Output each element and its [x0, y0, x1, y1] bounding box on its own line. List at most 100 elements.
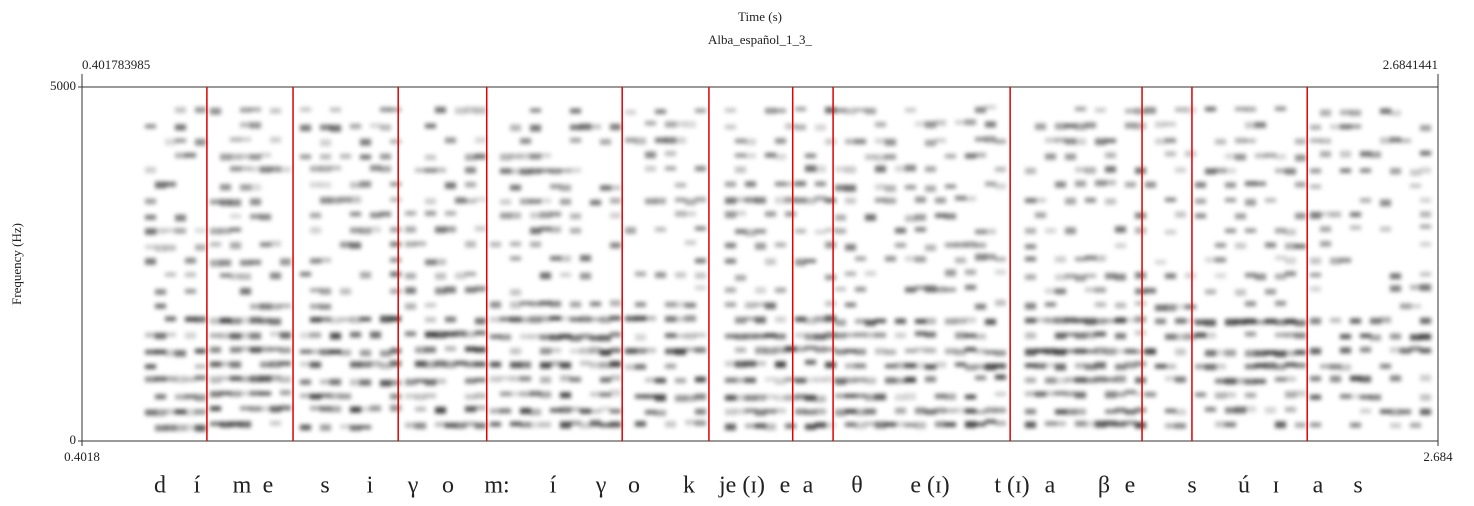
texture-streak: [280, 303, 291, 309]
texture-streak: [1035, 317, 1046, 323]
texture-streak: [490, 301, 501, 309]
texture-streak: [1275, 319, 1286, 326]
texture-streak: [1175, 107, 1186, 113]
texture-streak: [270, 240, 281, 247]
texture-streak: [1350, 225, 1361, 230]
segment-label: í: [550, 473, 557, 499]
texture-streak: [1155, 304, 1166, 312]
texture-streak: [1025, 408, 1036, 415]
texture-streak: [360, 349, 371, 357]
texture-streak: [745, 394, 756, 401]
texture-streak: [1105, 198, 1116, 205]
texture-streak: [350, 123, 361, 130]
texture-streak: [530, 241, 541, 248]
texture-streak: [360, 425, 371, 430]
texture-streak: [1165, 333, 1176, 340]
texture-streak: [645, 166, 656, 172]
texture-streak: [1115, 348, 1126, 354]
texture-streak: [1175, 304, 1186, 310]
texture-streak: [500, 376, 511, 381]
texture-streak: [1350, 212, 1361, 218]
texture-streak: [1410, 346, 1421, 352]
texture-streak: [975, 137, 986, 142]
texture-streak: [590, 347, 601, 354]
texture-streak: [655, 197, 666, 205]
texture-streak: [685, 240, 696, 246]
texture-streak: [250, 316, 261, 324]
texture-streak: [250, 166, 261, 172]
texture-streak: [655, 109, 666, 114]
texture-streak: [835, 108, 846, 113]
texture-streak: [905, 164, 916, 172]
segment-label: θ: [851, 473, 863, 499]
texture-streak: [1105, 409, 1116, 414]
texture-streak: [320, 257, 331, 263]
texture-streak: [455, 272, 466, 280]
texture-streak: [925, 364, 936, 370]
texture-streak: [425, 259, 436, 266]
texture-streak: [370, 165, 381, 172]
texture-streak: [270, 108, 281, 114]
texture-streak: [185, 289, 196, 294]
texture-streak: [935, 213, 946, 218]
texture-streak: [195, 228, 206, 234]
texture-streak: [390, 257, 401, 263]
texture-streak: [1310, 211, 1321, 219]
texture-streak: [1145, 392, 1156, 397]
texture-streak: [220, 333, 231, 339]
texture-streak: [1085, 349, 1096, 354]
texture-streak: [1165, 304, 1176, 312]
texture-streak: [735, 210, 746, 216]
texture-streak: [945, 393, 956, 400]
texture-streak: [210, 317, 221, 325]
texture-streak: [1235, 242, 1246, 249]
texture-streak: [735, 347, 746, 353]
texture-streak: [1410, 304, 1421, 309]
texture-streak: [725, 423, 736, 431]
texture-streak: [155, 303, 166, 309]
texture-streak: [465, 106, 476, 114]
texture-streak: [1265, 350, 1276, 356]
texture-streak: [1135, 361, 1146, 367]
texture-streak: [1310, 184, 1321, 189]
texture-streak: [885, 256, 896, 262]
texture-streak: [755, 423, 766, 429]
texture-streak: [320, 182, 331, 188]
texture-streak: [1155, 318, 1166, 325]
texture-streak: [465, 378, 476, 384]
texture-streak: [360, 406, 371, 412]
texture-streak: [1245, 181, 1256, 186]
texture-streak: [1065, 408, 1076, 415]
texture-streak: [825, 361, 836, 369]
texture-streak: [590, 335, 601, 341]
texture-streak: [1245, 378, 1256, 385]
texture-streak: [300, 332, 311, 339]
texture-streak: [145, 409, 156, 416]
segment-label: γ: [595, 473, 607, 499]
texture-streak: [1165, 138, 1176, 143]
texture-streak: [360, 271, 371, 279]
texture-streak: [340, 153, 351, 159]
texture-streak: [350, 182, 361, 189]
texture-streak: [655, 410, 666, 416]
texture-streak: [895, 227, 906, 234]
segment-label: m: [233, 473, 252, 499]
texture-streak: [475, 347, 486, 353]
texture-streak: [260, 166, 271, 173]
texture-streak: [625, 109, 636, 115]
texture-streak: [945, 184, 956, 189]
texture-streak: [645, 120, 656, 126]
texture-streak: [300, 424, 311, 431]
texture-streak: [1205, 364, 1216, 371]
texture-streak: [500, 316, 511, 322]
texture-streak: [570, 213, 581, 220]
texture-streak: [210, 406, 221, 411]
texture-streak: [1035, 212, 1046, 219]
texture-streak: [1195, 319, 1206, 326]
texture-streak: [1175, 211, 1186, 218]
texture-streak: [1285, 318, 1296, 325]
texture-streak: [1225, 422, 1236, 428]
texture-streak: [155, 425, 166, 432]
texture-streak: [390, 107, 401, 112]
texture-streak: [350, 331, 361, 338]
